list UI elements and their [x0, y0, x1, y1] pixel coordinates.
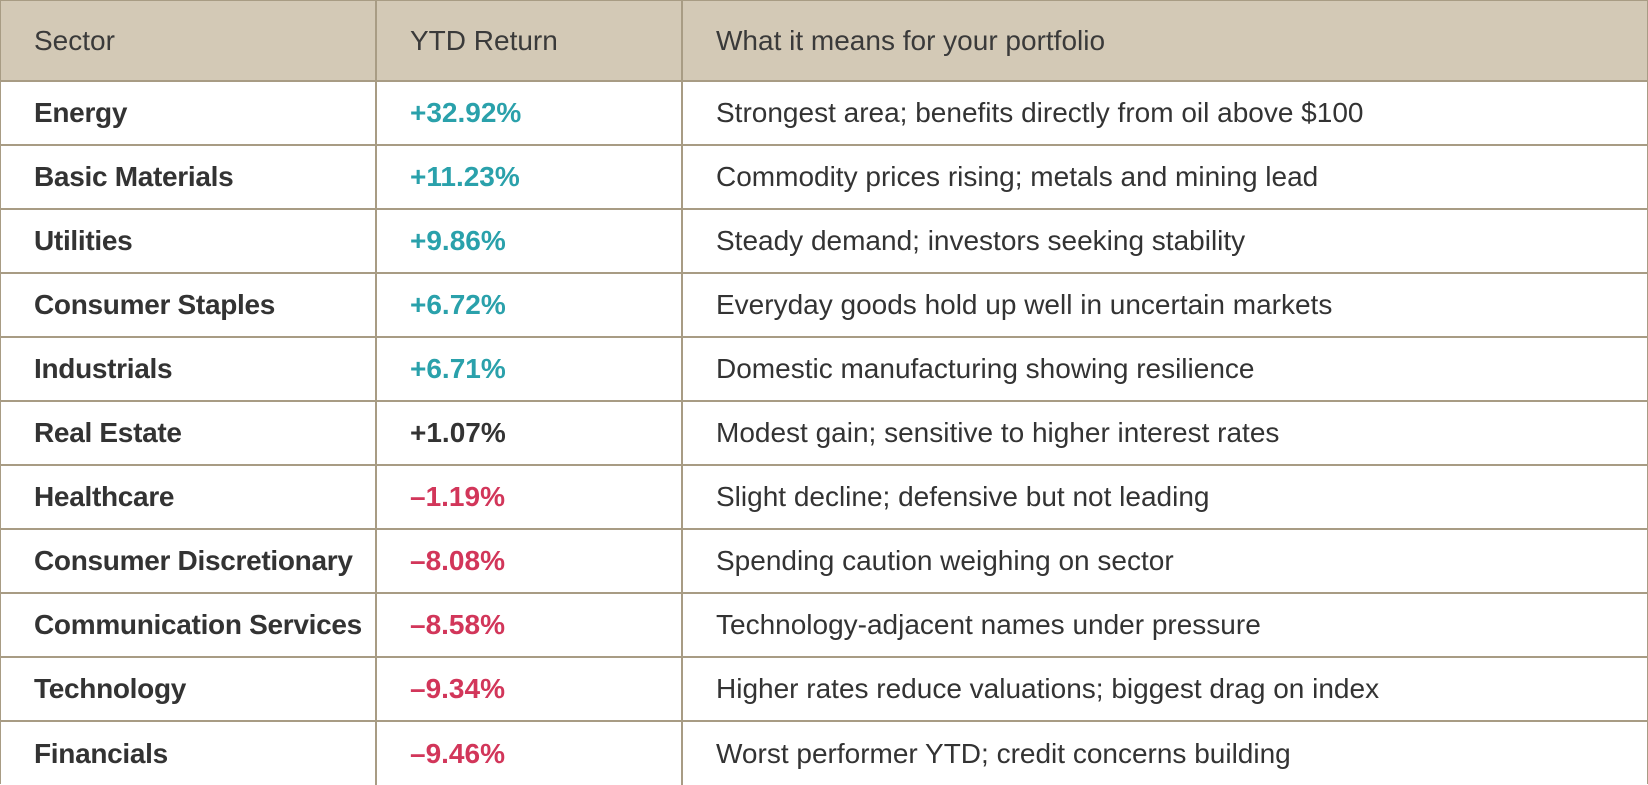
sector-cell: Real Estate: [1, 401, 377, 466]
sector-cell: Consumer Staples: [1, 273, 377, 338]
meaning-cell: Spending caution weighing on sector: [682, 529, 1647, 594]
ytd-return-cell: +6.72%: [376, 273, 683, 338]
sector-cell: Energy: [1, 81, 377, 146]
sector-cell: Basic Materials: [1, 145, 377, 210]
column-header-sector: Sector: [1, 1, 377, 82]
meaning-cell: Commodity prices rising; metals and mini…: [682, 145, 1647, 210]
meaning-cell: Worst performer YTD; credit concerns bui…: [716, 737, 1291, 769]
table-row: Communication Services –8.58% Technology…: [1, 593, 1647, 658]
ytd-return-cell: –1.19%: [376, 465, 683, 530]
table-row: Industrials +6.71% Domestic manufacturin…: [1, 337, 1647, 402]
sector-cell: Healthcare: [1, 465, 377, 530]
table-row: Consumer Staples +6.72% Everyday goods h…: [1, 273, 1647, 338]
ytd-return-cell: –9.34%: [376, 657, 683, 722]
table-body: Energy +32.92% Strongest area; benefits …: [1, 81, 1647, 785]
sector-cell: Utilities: [1, 209, 377, 274]
table-row: Utilities +9.86% Steady demand; investor…: [1, 209, 1647, 274]
column-header-meaning: What it means for your portfolio: [682, 1, 1647, 82]
table-row: Energy +32.92% Strongest area; benefits …: [1, 81, 1647, 146]
meaning-cell: Strongest area; benefits directly from o…: [682, 81, 1647, 146]
ytd-return-cell: +9.86%: [376, 209, 683, 274]
sector-cell: Technology: [1, 657, 377, 722]
table-row: Basic Materials +11.23% Commodity prices…: [1, 145, 1647, 210]
sector-cell: Financials: [1, 721, 377, 785]
table-row: Healthcare –1.19% Slight decline; defens…: [1, 465, 1647, 530]
ytd-return-cell: –9.46%: [376, 721, 683, 785]
ytd-return-cell: +6.71%: [376, 337, 683, 402]
table-row: Technology –9.34% Higher rates reduce va…: [1, 657, 1647, 722]
ytd-return-cell: –8.58%: [376, 593, 683, 658]
sector-cell: Consumer Discretionary: [1, 529, 377, 594]
meaning-cell: Slight decline; defensive but not leadin…: [682, 465, 1647, 530]
meaning-cell: Steady demand; investors seeking stabili…: [682, 209, 1647, 274]
table-header: Sector YTD Return What it means for your…: [1, 1, 1647, 82]
header-row: Sector YTD Return What it means for your…: [1, 1, 1647, 82]
meaning-cell: Technology-adjacent names under pressure: [682, 593, 1647, 658]
meaning-cell: Everyday goods hold up well in uncertain…: [682, 273, 1647, 338]
ytd-return-cell: +11.23%: [376, 145, 683, 210]
table-row: Consumer Discretionary –8.08% Spending c…: [1, 529, 1647, 594]
ytd-return-cell: +1.07%: [376, 401, 683, 466]
table-row: Real Estate +1.07% Modest gain; sensitiv…: [1, 401, 1647, 466]
meaning-cell: Domestic manufacturing showing resilienc…: [682, 337, 1647, 402]
meaning-cell: Modest gain; sensitive to higher interes…: [682, 401, 1647, 466]
sector-cell: Industrials: [1, 337, 377, 402]
sector-cell: Communication Services: [1, 593, 377, 658]
table-row: Financials –9.46% Worst performer YTD; c…: [1, 721, 1647, 785]
meaning-cell: Higher rates reduce valuations; biggest …: [682, 657, 1647, 722]
ytd-return-cell: +32.92%: [376, 81, 683, 146]
ytd-return-cell: –8.08%: [376, 529, 683, 594]
column-header-ytd-return: YTD Return: [376, 1, 683, 82]
